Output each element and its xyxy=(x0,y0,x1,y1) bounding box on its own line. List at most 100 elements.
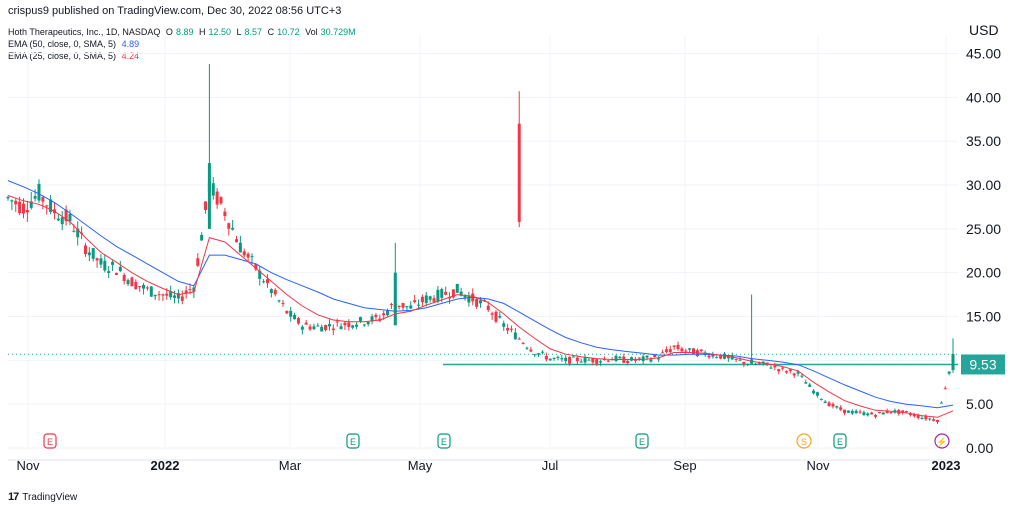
candle-body xyxy=(928,418,932,420)
candle-body xyxy=(41,197,45,202)
candle-body xyxy=(451,289,455,298)
candle-body xyxy=(300,326,304,330)
candle-body xyxy=(227,223,231,229)
candle-body xyxy=(769,367,773,369)
candle-body xyxy=(463,294,467,298)
candle-body xyxy=(56,218,60,221)
candle-body xyxy=(614,355,618,361)
candle-body xyxy=(517,338,521,340)
candle-body xyxy=(176,293,180,299)
y-tick-label: 30.00 xyxy=(966,177,1001,193)
candle-body xyxy=(575,357,579,362)
spike-candle-body xyxy=(207,163,211,229)
candle-body xyxy=(293,314,297,320)
candle-body xyxy=(548,358,552,361)
candle-body xyxy=(765,362,769,365)
candle-body xyxy=(6,196,10,199)
candle-body xyxy=(595,359,599,364)
candle-body xyxy=(850,410,854,414)
legend-ema25-row[interactable]: EMA (25, close, 0, SMA, 5) 4.24 xyxy=(8,50,359,62)
candle-body xyxy=(916,415,920,418)
candle-body xyxy=(502,323,506,327)
candle-body xyxy=(544,355,548,360)
candle-body xyxy=(920,417,924,419)
candle-body xyxy=(761,361,765,364)
candle-body xyxy=(335,321,339,323)
candle-body xyxy=(661,352,665,354)
candle-body xyxy=(215,191,219,205)
candle-body xyxy=(637,357,641,359)
candle-body xyxy=(262,281,266,283)
currency-label: USD xyxy=(969,22,999,38)
legend-symbol-row: Hoth Therapeutics, Inc., 1D, NASDAQ O 8.8… xyxy=(8,26,359,38)
spike-candle-body xyxy=(517,123,521,222)
candle-body xyxy=(932,419,936,421)
candle-body xyxy=(746,363,750,365)
candle-body xyxy=(506,327,510,331)
candle-body xyxy=(142,284,146,289)
candle-body xyxy=(358,317,362,322)
candle-body xyxy=(211,183,215,196)
ema50-value: 4.89 xyxy=(121,39,140,49)
candle-body xyxy=(688,348,692,350)
candle-body xyxy=(14,200,18,205)
event-marker-label: ⚡ xyxy=(936,436,947,448)
candle-body xyxy=(854,410,858,414)
candle-body xyxy=(707,355,711,358)
candle-body xyxy=(343,322,347,326)
candle-body xyxy=(138,286,142,288)
y-tick-label: 45.00 xyxy=(966,46,1001,62)
candle-body xyxy=(455,283,459,293)
candle-body xyxy=(273,290,277,295)
candle-body xyxy=(200,234,204,241)
spike-candle-body xyxy=(393,272,397,326)
brand-footer[interactable]: 17 TradingView xyxy=(8,491,77,503)
candle-body xyxy=(254,263,258,270)
candle-body xyxy=(95,258,99,261)
event-marker-label: E xyxy=(639,437,645,447)
x-tick-label: Nov xyxy=(16,458,40,473)
candle-body xyxy=(846,410,850,413)
candle-body xyxy=(444,291,448,295)
candle-body xyxy=(111,261,115,265)
candle-body xyxy=(521,342,525,344)
y-tick-label: 40.00 xyxy=(966,89,1001,105)
candle-body xyxy=(796,371,800,374)
y-tick-label: 0.00 xyxy=(966,440,993,456)
candle-body xyxy=(757,363,761,365)
candle-body xyxy=(513,332,517,340)
candle-body xyxy=(819,398,823,400)
candle-body xyxy=(537,353,541,355)
candle-body xyxy=(564,357,568,362)
candle-body xyxy=(599,361,603,363)
candle-body xyxy=(866,413,870,416)
candle-body xyxy=(676,344,680,350)
candle-body xyxy=(630,357,634,361)
event-marker xyxy=(934,433,950,449)
publish-caption: crispus9 published on TradingView.com, D… xyxy=(8,5,342,17)
event-marker-label: E xyxy=(441,437,447,447)
candle-body xyxy=(219,197,223,204)
candle-body xyxy=(25,209,29,213)
legend-ema50-row[interactable]: EMA (50, close, 0, SMA, 5) 4.89 xyxy=(8,38,359,50)
candle-body xyxy=(238,242,242,253)
candle-body xyxy=(231,227,235,230)
ohlc-volume-key: Vol xyxy=(305,27,318,37)
candle-body xyxy=(114,273,118,275)
candle-body xyxy=(486,305,490,311)
candle-body xyxy=(165,293,169,296)
event-marker xyxy=(346,433,360,449)
candle-body xyxy=(312,326,316,330)
candle-body xyxy=(83,245,87,255)
candle-body xyxy=(699,349,703,351)
candle-body xyxy=(459,291,463,296)
candle-body xyxy=(881,412,885,415)
candle-body xyxy=(602,359,606,361)
candle-body xyxy=(664,349,668,352)
candle-body xyxy=(750,361,754,364)
candle-body xyxy=(374,314,378,318)
x-tick-label: Nov xyxy=(806,458,830,473)
candle-body xyxy=(784,371,788,373)
candle-body xyxy=(556,356,560,358)
